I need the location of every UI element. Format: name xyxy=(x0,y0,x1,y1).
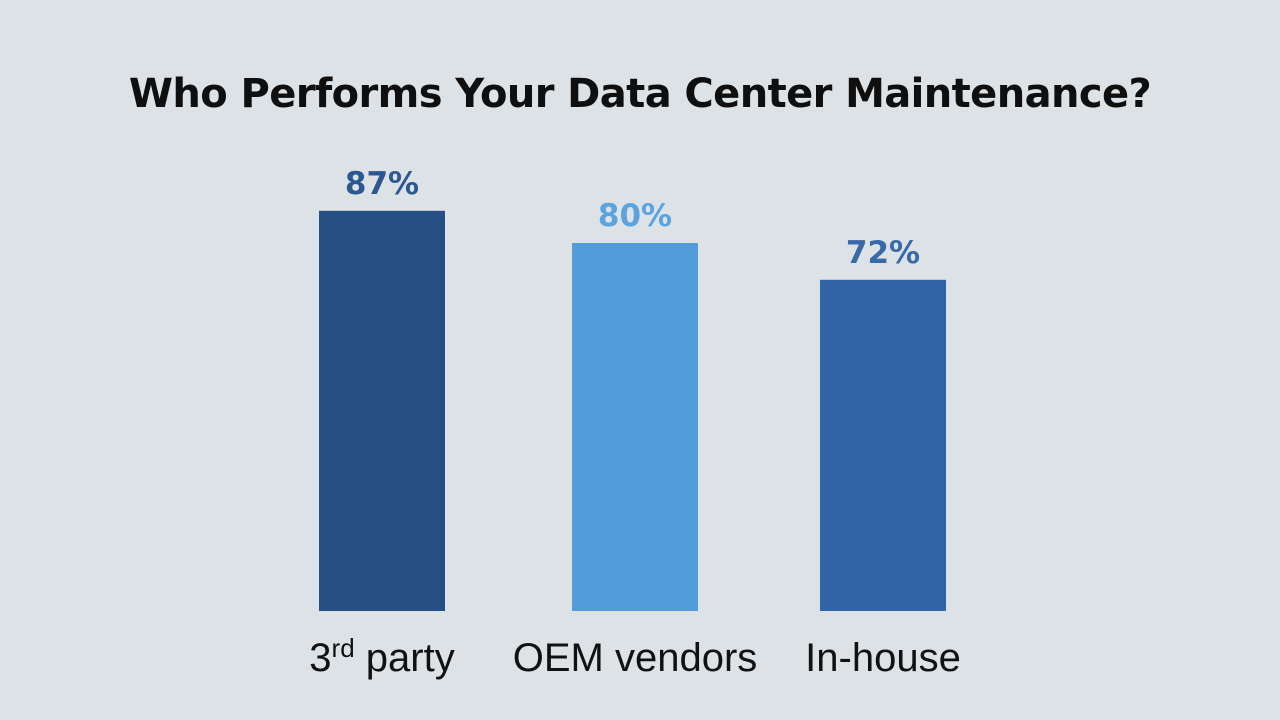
value-label-3: 72% xyxy=(846,235,920,271)
chart-title: Who Performs Your Data Center Maintenanc… xyxy=(128,71,1152,117)
bars-layer xyxy=(319,210,946,612)
category-label-part: 3 xyxy=(309,636,331,680)
category-label-1: 3rd party xyxy=(309,633,454,680)
category-labels-layer: 3rd party OEM vendors In-house xyxy=(309,633,961,680)
category-label-part: party xyxy=(355,636,455,680)
bar-3 xyxy=(820,279,946,611)
category-label-part: In-house xyxy=(805,636,961,680)
category-label-2: OEM vendors xyxy=(513,636,758,680)
value-label-2: 80% xyxy=(598,198,672,234)
value-labels-layer: 87% 80% 72% xyxy=(345,166,920,271)
bar-2 xyxy=(572,243,698,611)
category-label-superscript: rd xyxy=(332,633,355,663)
category-label-3: In-house xyxy=(805,636,961,680)
category-label-part: OEM vendors xyxy=(513,636,758,680)
bar-1 xyxy=(319,210,445,612)
value-label-1: 87% xyxy=(345,166,419,202)
